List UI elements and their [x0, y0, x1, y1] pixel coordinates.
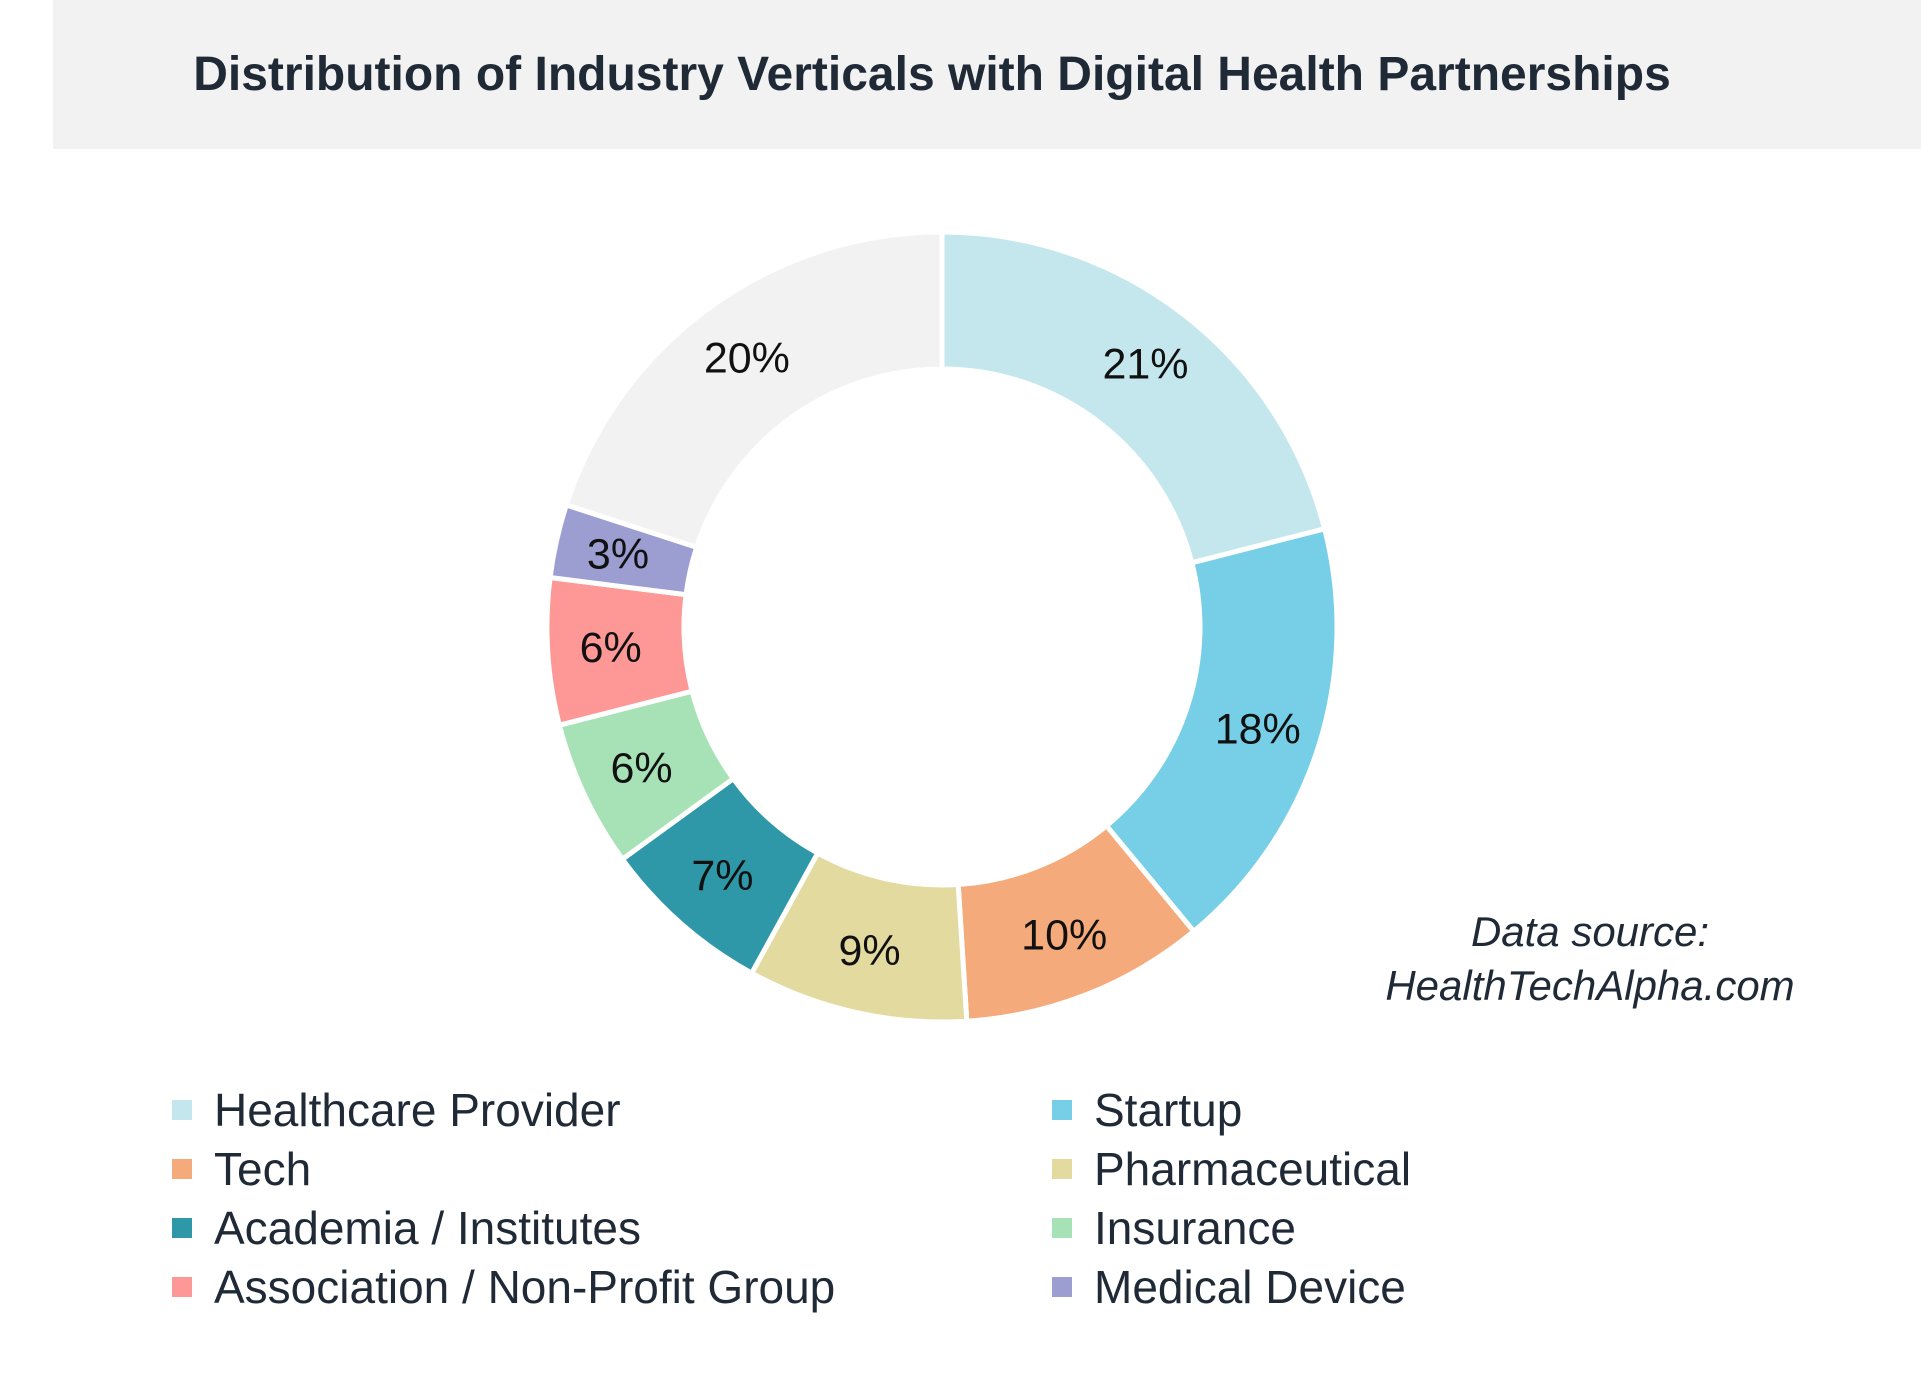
slice-value-label: 3%	[587, 531, 649, 579]
legend-swatch	[1052, 1276, 1072, 1297]
legend-item: Insurance	[1052, 1198, 1572, 1257]
legend-item: Association / Non-Profit Group	[172, 1257, 1052, 1316]
data-source-url: HealthTechAlpha.com	[1385, 962, 1795, 1009]
legend-label: Academia / Institutes	[214, 1201, 641, 1254]
slice-value-label: 20%	[704, 334, 790, 382]
data-source-note: Data source: HealthTechAlpha.com	[1300, 905, 1880, 1013]
data-source-label: Data source:	[1470, 908, 1710, 955]
legend-swatch	[172, 1276, 192, 1297]
donut-slice-1	[1103, 526, 1340, 934]
legend-item: Healthcare Provider	[172, 1080, 1052, 1139]
donut-slice-0	[939, 229, 1328, 566]
legend-label: Pharmaceutical	[1094, 1142, 1412, 1195]
legend-swatch	[172, 1217, 192, 1238]
legend-swatch	[172, 1099, 192, 1120]
slice-value-label: 6%	[580, 624, 642, 672]
legend-swatch	[172, 1158, 192, 1179]
legend-label: Startup	[1094, 1083, 1243, 1136]
legend-label: Insurance	[1094, 1201, 1297, 1254]
legend-label: Medical Device	[1094, 1260, 1406, 1313]
legend-label: Tech	[214, 1142, 312, 1195]
legend-item: Tech	[172, 1139, 1052, 1198]
donut-slice-8	[563, 229, 945, 550]
slice-value-label: 10%	[1021, 912, 1107, 960]
legend-item: Startup	[1052, 1080, 1572, 1139]
legend-item: Pharmaceutical	[1052, 1139, 1572, 1198]
slice-value-label: 21%	[1102, 341, 1188, 389]
legend-label: Association / Non-Profit Group	[214, 1260, 836, 1313]
legend-swatch	[1052, 1099, 1072, 1120]
chart-legend: Healthcare Provider Startup Tech Pharmaceut…	[172, 1080, 1572, 1316]
legend-label: Healthcare Provider	[214, 1083, 621, 1136]
legend-swatch	[1052, 1217, 1072, 1238]
slice-value-label: 18%	[1215, 706, 1301, 754]
title-bar: Distribution of Industry Verticals with …	[53, 0, 1921, 149]
legend-swatch	[1052, 1158, 1072, 1179]
slice-value-label: 6%	[611, 744, 673, 792]
slice-value-label: 9%	[838, 927, 900, 975]
legend-item: Medical Device	[1052, 1257, 1572, 1316]
slice-value-label: 7%	[691, 852, 753, 900]
legend-item: Academia / Institutes	[172, 1198, 1052, 1257]
chart-title: Distribution of Industry Verticals with …	[193, 48, 1671, 101]
